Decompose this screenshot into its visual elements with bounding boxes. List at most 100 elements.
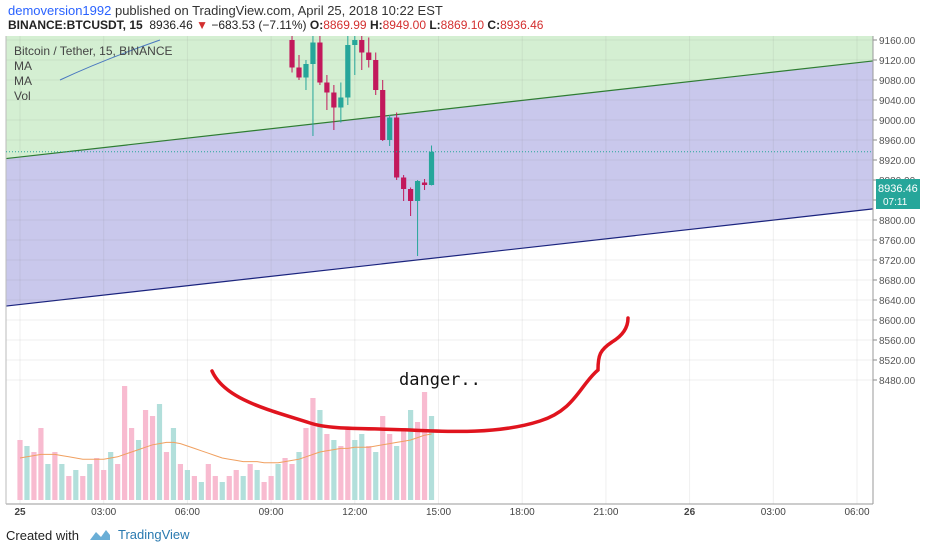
author-link[interactable]: demoversion1992 [8, 3, 112, 18]
low-label: L: [429, 18, 441, 32]
volume-bar [59, 464, 65, 500]
volume-bar [289, 464, 295, 500]
volume-bar [212, 476, 218, 500]
x-tick-label: 06:00 [844, 507, 869, 518]
volume-bar [205, 464, 211, 500]
volume-bar [261, 482, 267, 500]
danger-label: danger.. [399, 370, 481, 390]
axes: 9160.00 9120.00 9080.00 9040.00 9000.00 8960.… [5, 36, 916, 518]
volume-bar [240, 476, 246, 500]
upper-trendline [5, 60, 874, 160]
volume-bar [184, 470, 190, 500]
volume-bar [142, 410, 149, 500]
tradingview-brand[interactable]: TradingView [88, 527, 190, 542]
volume-bar [275, 464, 281, 500]
volume-bar [108, 452, 114, 500]
publish-info: published on TradingView.com, April 25, … [111, 3, 443, 18]
price-tag-value: 8936.46 [878, 183, 918, 195]
open-value: 8869.99 [323, 18, 367, 32]
tradingview-logo-icon [90, 529, 110, 540]
lower-trendline [5, 208, 874, 307]
volume-bar [303, 428, 309, 500]
y-tick-label: 9040.00 [879, 96, 916, 107]
annotation-layer: danger.. [210, 316, 630, 434]
volume-bar [401, 428, 407, 500]
y-tick-label: 8720.00 [879, 256, 916, 267]
volume-bar [24, 446, 30, 500]
volume-bar [352, 440, 358, 500]
x-tick-label: 12:00 [342, 507, 367, 518]
high-label: H: [369, 18, 383, 32]
candle-body [428, 151, 435, 186]
y-tick-label: 8520.00 [879, 356, 916, 367]
volume-bar [163, 452, 170, 500]
volume-bar [394, 446, 400, 500]
candle-body [338, 97, 344, 108]
volume-bar [73, 470, 79, 500]
x-tick-label: 21:00 [593, 507, 618, 518]
volume-bar [387, 434, 393, 500]
candle-body [401, 177, 407, 189]
volume-bar [66, 476, 72, 500]
symbol-name[interactable]: BINANCE:BTCUSDT, 15 [8, 18, 143, 32]
legend-title[interactable]: Bitcoin / Tether, 15, BINANCE [14, 44, 173, 58]
open-label: O: [309, 18, 324, 32]
volume-bar [94, 458, 100, 500]
candle-body [352, 40, 358, 45]
volume-bar [233, 470, 239, 500]
price-tag: 8936.46 07:11 [876, 179, 920, 209]
volume-bar [428, 416, 435, 500]
price-change: −683.53 (−7.11%) [211, 18, 307, 32]
candle-body [331, 92, 337, 108]
x-tick-label: 25 [14, 507, 26, 518]
close-value: 8936.46 [500, 18, 544, 32]
y-tick-label: 8480.00 [879, 376, 916, 387]
volume-bars [17, 386, 435, 500]
volume-bar [254, 470, 260, 500]
candle-body [387, 117, 393, 140]
volume-bar [191, 476, 197, 500]
y-tick-label: 9160.00 [879, 36, 916, 47]
volume-bar [373, 452, 379, 500]
candle-body [296, 67, 302, 78]
candle-body [289, 40, 295, 68]
low-value: 8869.10 [440, 18, 485, 32]
x-tick-label: 15:00 [426, 507, 451, 518]
volume-bar [38, 428, 44, 500]
volume-bar [198, 482, 204, 500]
volume-bar [421, 392, 428, 500]
volume-bar [268, 476, 274, 500]
danger-curve [210, 316, 630, 434]
legend-vol[interactable]: Vol [14, 89, 31, 103]
chart-header: demoversion1992 published on TradingView… [0, 0, 932, 36]
y-tick-label: 8920.00 [879, 156, 916, 167]
volume-bar [331, 440, 337, 500]
volume-bar [366, 446, 372, 500]
high-value: 8949.00 [382, 18, 426, 32]
created-with-label: Created with [6, 528, 79, 543]
y-tick-label: 8800.00 [879, 216, 916, 227]
y-tick-label: 8600.00 [879, 316, 916, 327]
y-tick-label: 8960.00 [879, 136, 916, 147]
upper-band [6, 36, 873, 159]
candle-body [324, 82, 330, 93]
candle-body [303, 64, 309, 78]
volume-bar [135, 440, 142, 500]
candle-body [373, 60, 379, 90]
channel-band [6, 60, 873, 307]
legend-ma-1[interactable]: MA [14, 59, 32, 73]
volume-bar [170, 428, 177, 500]
volume-bar [359, 434, 365, 500]
volume-ma-line [19, 433, 432, 464]
volume-bar [380, 416, 386, 500]
volume-bar [282, 458, 288, 500]
volume-bar [414, 422, 421, 500]
channel-bands [5, 36, 874, 307]
candle-body [394, 117, 400, 178]
volume-bar [226, 476, 232, 500]
y-tick-label: 9000.00 [879, 116, 916, 127]
volume-bar [310, 398, 316, 500]
legend-ma-2[interactable]: MA [14, 74, 32, 88]
candle-body [310, 42, 316, 64]
